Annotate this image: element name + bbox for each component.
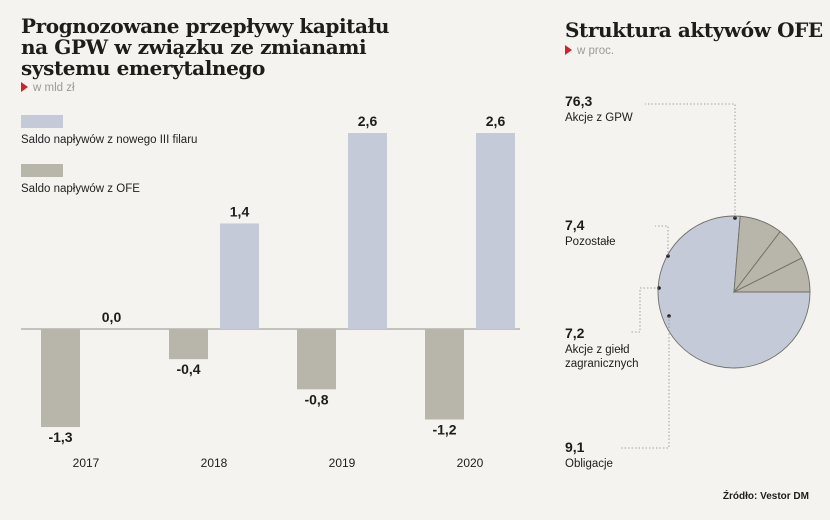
pie-label-1: Pozostałe xyxy=(565,236,616,248)
pie-value-2: 7,2 xyxy=(565,325,585,341)
bar-chart-unit: w mld zł xyxy=(21,82,75,94)
bar-chart-title-line: na GPW w związku ze zmianami xyxy=(21,35,367,59)
pie-chart-unit-text: w proc. xyxy=(577,45,615,57)
bar-pillar3-2019 xyxy=(348,132,387,329)
bar-pillar3-2018 xyxy=(220,223,259,329)
bar-ofe-2020 xyxy=(425,329,464,420)
bar-label-ofe-2017: -1,3 xyxy=(48,429,72,445)
x-tick-label-2018: 2018 xyxy=(201,456,228,470)
source-note: Źródło: Vestor DM xyxy=(722,491,809,502)
pie-leader-1 xyxy=(655,225,669,256)
pie-slice-1 xyxy=(733,257,811,293)
bar-chart-unit-text: w mld zł xyxy=(33,82,75,94)
pie-label-2b: zagranicznych xyxy=(565,358,639,370)
legend-item-ofe: Saldo napływów z OFE xyxy=(21,164,140,195)
pie-chart-unit: w proc. xyxy=(565,45,614,57)
x-tick-label-2019: 2019 xyxy=(329,456,356,470)
bar-label-ofe-2018: -0,4 xyxy=(176,361,200,377)
bar-label-ofe-2020: -1,2 xyxy=(432,421,456,437)
red-triangle-icon xyxy=(565,45,572,55)
bar-label-pillar3-2018: 1,4 xyxy=(230,203,250,219)
bar-ofe-2018 xyxy=(169,329,208,360)
bar-label-ofe-2019: -0,8 xyxy=(304,391,328,407)
bar-chart-title-line: systemu emerytalnego xyxy=(21,56,265,80)
pie-leader-3 xyxy=(620,316,670,449)
pie-value-3: 9,1 xyxy=(565,439,585,455)
pie-label-3: Obligacje xyxy=(565,458,613,470)
legend-label-ofe: Saldo napływów z OFE xyxy=(21,183,140,195)
bar-pillar3-2020 xyxy=(476,132,515,329)
legend-swatch-ofe xyxy=(21,164,63,177)
x-tick-label-2017: 2017 xyxy=(73,456,100,470)
pie-label-2a: Akcje z giełd xyxy=(565,344,630,356)
bar-label-pillar3-2017: 0,0 xyxy=(102,309,122,325)
legend-label-pillar3: Saldo napływów z nowego III filaru xyxy=(21,134,198,146)
pie-leader-0 xyxy=(645,103,736,218)
pie-value-1: 7,4 xyxy=(565,217,585,233)
legend-item-pillar3: Saldo napływów z nowego III filaru xyxy=(21,115,197,146)
legend-swatch-pillar3 xyxy=(21,115,63,128)
pie-leader-2 xyxy=(630,287,659,333)
bar-chart-title: Prognozowane przepływy kapitału na GPW w… xyxy=(21,16,461,79)
pie-chart-title: Struktura aktywów OFE xyxy=(565,18,823,42)
x-tick-label-2020: 2020 xyxy=(457,456,484,470)
bar-ofe-2019 xyxy=(297,329,336,390)
pie-value-0: 76,3 xyxy=(565,93,592,109)
pie-label-0: Akcje z GPW xyxy=(565,112,633,124)
bar-label-pillar3-2020: 2,6 xyxy=(486,113,506,129)
bar-ofe-2017 xyxy=(41,329,80,428)
pie-slice-0 xyxy=(657,215,811,369)
bar-label-pillar3-2019: 2,6 xyxy=(358,113,378,129)
bar-chart-title-line: Prognozowane przepływy kapitału xyxy=(21,14,390,38)
red-triangle-icon xyxy=(21,82,28,92)
